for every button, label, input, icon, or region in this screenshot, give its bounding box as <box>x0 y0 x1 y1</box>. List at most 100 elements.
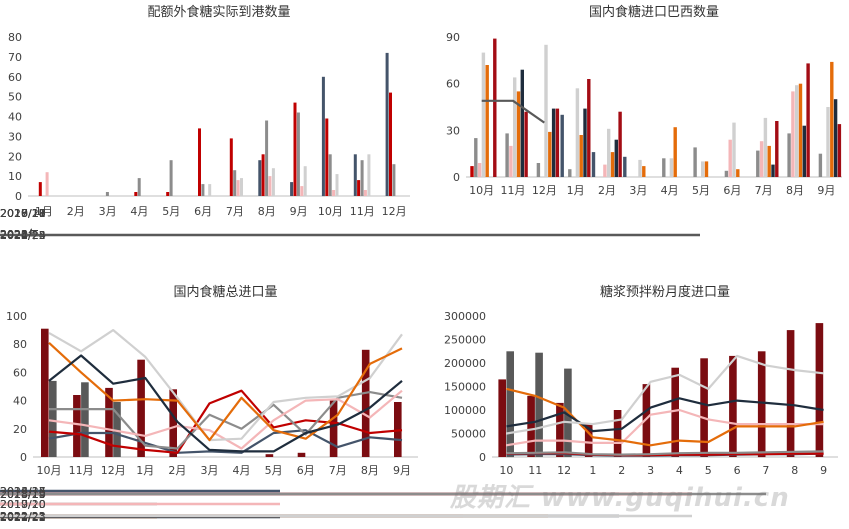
bar-2022/23-8月 <box>802 125 806 177</box>
bar-2020/21-10月 <box>481 52 486 177</box>
x-tick-label: 12月 <box>532 184 557 197</box>
bar-2023/24-9 <box>815 323 824 457</box>
x-tick-label: 8月 <box>361 464 379 477</box>
y-tick-label: 0 <box>453 171 460 184</box>
bar-2020/21-2月 <box>607 128 611 177</box>
chart-title: 配额外食糖实际到港数量 <box>147 4 290 20</box>
bar-2022年-11月 <box>360 160 364 196</box>
bar-2023/24-8月 <box>361 349 370 457</box>
legend-label: 2024/25 <box>0 229 46 242</box>
bar-2021年-6月 <box>198 128 201 196</box>
bar-2023/24-2月 <box>169 389 177 457</box>
bar-2024/25-11月 <box>81 382 89 457</box>
x-tick-label: 6月 <box>723 184 741 197</box>
bar-2023/24-11 <box>527 395 535 457</box>
bar-2023/24-2月 <box>618 111 622 177</box>
y-tick-label: 250000 <box>444 334 486 347</box>
bar-2021年-11月 <box>357 180 361 196</box>
x-tick-label: 11月 <box>350 205 375 218</box>
x-tick-label: 7 <box>762 464 769 477</box>
bar-2021/22-10月 <box>485 65 489 177</box>
x-tick-label: 4 <box>676 464 683 477</box>
x-tick-label: 12月 <box>382 205 407 218</box>
x-tick-label: 12月 <box>101 464 126 477</box>
bar-2020/21-12月 <box>544 44 548 177</box>
bar-2022/23-1月 <box>583 108 587 177</box>
bar-2020/21-4月 <box>669 158 674 177</box>
y-tick-label: 40 <box>8 111 22 124</box>
y-tick-label: 150000 <box>444 381 486 394</box>
x-tick-label: 4月 <box>233 464 251 477</box>
bar-2018/19-10月 <box>474 138 478 177</box>
x-tick-label: 2月 <box>598 184 616 197</box>
chart-title: 国内食糖总进口量 <box>173 284 277 300</box>
x-tick-label: 10月 <box>469 184 494 197</box>
bar-2024/25-10月 <box>49 380 57 457</box>
bar-2018/19-4月 <box>662 158 666 177</box>
chart-title: 糖浆预拌粉月度进口量 <box>600 284 730 300</box>
y-tick-label: 0 <box>20 451 27 464</box>
bar-2023/24-8月 <box>806 63 810 177</box>
y-tick-label: 40 <box>13 395 27 408</box>
x-tick-label: 9 <box>820 464 827 477</box>
legend-label: 2018/19 <box>0 207 46 220</box>
bar-2020/21-9月 <box>826 107 830 177</box>
series-line-2021/22 <box>506 397 824 433</box>
y-tick-label: 50 <box>8 91 22 104</box>
x-tick-label: 1月 <box>567 184 585 197</box>
bar-2021年-12月 <box>389 92 392 196</box>
bar-2023/24-1月 <box>587 79 591 177</box>
bar-2023/24-12月 <box>105 387 113 457</box>
bar-2021/22-3月 <box>642 166 646 177</box>
x-tick-label: 2 <box>618 464 625 477</box>
x-tick-label: 11月 <box>69 464 94 477</box>
bar-2023/24-3 <box>642 384 651 457</box>
bar-2024/25-10 <box>506 351 514 458</box>
bar-2022年-7月 <box>233 170 237 196</box>
bar-2020/21-3月 <box>638 159 642 177</box>
bar-2018/19-8月 <box>787 133 791 177</box>
x-tick-label: 5月 <box>265 464 283 477</box>
bar-2021/22-6月 <box>736 169 740 177</box>
bar-2023/24-1 <box>584 424 593 457</box>
bar-2021/22-4月 <box>673 127 677 177</box>
x-tick-label: 7月 <box>755 184 773 197</box>
bar-2021/22-5月 <box>704 161 709 177</box>
bar-2023/24-11月 <box>524 111 528 177</box>
bar-2023年-1月 <box>45 172 49 196</box>
bar-2023年-10月 <box>332 190 336 196</box>
x-tick-label: 11 <box>528 464 542 477</box>
bar-2021/22-9月 <box>830 61 834 177</box>
bar-2022年-8月 <box>265 120 269 196</box>
bar-2019/20-10月 <box>477 163 482 177</box>
series-line-2022/23 <box>506 354 824 435</box>
x-tick-label: 8月 <box>786 184 804 197</box>
series-line-2024/25 <box>481 99 545 124</box>
y-tick-label: 60 <box>13 366 27 379</box>
x-tick-label: 7月 <box>226 205 244 218</box>
bar-2021年-4月 <box>134 192 138 196</box>
x-tick-label: 1月 <box>35 205 53 218</box>
bar-2023年-8月 <box>268 176 272 196</box>
bar-2020年-12月 <box>385 52 389 197</box>
bar-2023/24-12 <box>556 402 564 457</box>
bar-2022年-12月 <box>392 164 396 196</box>
x-tick-label: 2月 <box>168 464 186 477</box>
x-tick-label: 5 <box>705 464 712 477</box>
y-tick-label: 200000 <box>444 357 486 370</box>
series-line-2019/20 <box>506 408 824 447</box>
bar-2020/21-1月 <box>575 88 580 177</box>
y-tick-label: 0 <box>479 451 486 464</box>
y-tick-label: 80 <box>13 338 27 351</box>
x-tick-label: 8月 <box>258 205 276 218</box>
y-tick-label: 80 <box>8 31 22 44</box>
bar-2022/23-11月 <box>520 69 524 177</box>
bar-2018/19-11月 <box>505 133 509 177</box>
y-tick-label: 50000 <box>451 428 486 441</box>
bar-2019/20-8月 <box>791 91 795 177</box>
bar-2022/23-9月 <box>833 99 838 177</box>
bar-2018/19-12月 <box>536 163 541 177</box>
legend-label: 2020/21 <box>0 207 46 220</box>
chart-4: 糖浆预拌粉月度进口量 0 50000 100000 150000 200000 250000… <box>0 284 838 523</box>
y-tick-label: 30 <box>8 130 22 143</box>
